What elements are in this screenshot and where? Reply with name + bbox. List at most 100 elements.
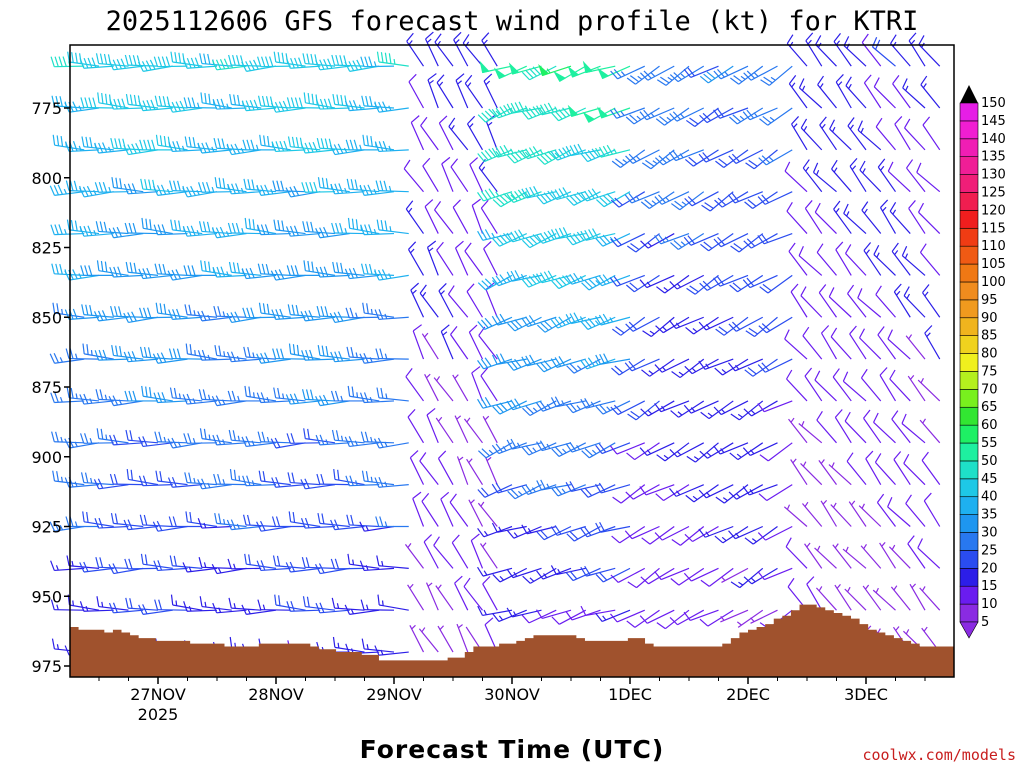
wind-barb [832, 368, 852, 402]
wind-barb [595, 353, 631, 365]
wind-barb [450, 325, 469, 360]
wind-barb [656, 274, 690, 294]
wind-barb [609, 442, 645, 455]
colorbar-label: 75 [981, 364, 998, 379]
wind-barb [94, 349, 129, 361]
wind-barb [374, 269, 409, 281]
wind-barb [138, 436, 173, 448]
wind-barb [330, 519, 365, 531]
wind-barb [828, 287, 852, 318]
wind-barb [152, 184, 188, 196]
terrain-fill [70, 604, 954, 677]
wind-barb [456, 456, 469, 485]
wind-barb [214, 345, 247, 360]
wind-barb [477, 188, 513, 202]
wind-barb [728, 358, 763, 372]
wind-barb [506, 270, 542, 282]
wind-barb [814, 202, 837, 234]
wind-barb [670, 567, 705, 586]
wind-barb [154, 431, 188, 444]
wind-barb [887, 329, 911, 360]
wind-barb [226, 519, 262, 531]
wind-barb [802, 501, 823, 527]
wind-barb [814, 545, 837, 569]
wind-barb [720, 567, 749, 583]
wind-barb [922, 284, 941, 318]
wind-barb [715, 149, 749, 168]
wind-barb [859, 160, 882, 193]
wind-barb [244, 385, 277, 402]
wind-barb [655, 107, 690, 126]
plot-background [70, 45, 954, 677]
wind-barb [241, 267, 277, 280]
wind-barb [551, 609, 587, 625]
wind-barb [287, 136, 321, 151]
wind-barb [863, 409, 882, 444]
wind-barb [521, 315, 557, 328]
wind-barb [141, 217, 173, 235]
wind-barb [303, 260, 336, 276]
wind-barb [374, 140, 409, 153]
x-tick-label: 29NOV [366, 685, 422, 704]
wind-barb [407, 583, 425, 611]
wind-barb [788, 242, 808, 276]
wind-barb [736, 609, 764, 628]
wind-barb [834, 584, 852, 611]
wind-barb [847, 284, 867, 318]
wind-barb [256, 520, 291, 532]
wind-barb [785, 537, 808, 569]
wind-barb [169, 555, 203, 569]
wind-barb [242, 307, 277, 319]
wind-barb [862, 584, 882, 611]
y-axis: 775 800 825 850 875 900 925 950 975 [31, 99, 70, 676]
wind-barb [713, 274, 749, 287]
wind-barb [426, 407, 439, 444]
wind-barb [108, 58, 144, 71]
wind-barb [904, 118, 926, 151]
wind-barb [906, 159, 926, 193]
wind-barb [405, 368, 424, 402]
wind-barb [82, 343, 114, 360]
wind-barb [699, 65, 734, 84]
wind-barb [94, 181, 129, 193]
wind-barb [170, 594, 203, 611]
wind-barb [96, 428, 129, 444]
wind-barb [96, 596, 129, 611]
wind-barb [670, 233, 705, 250]
wind-barb [597, 106, 631, 119]
wind-barb [302, 53, 336, 67]
wind-barb [182, 57, 218, 69]
wind-barb [491, 609, 527, 622]
wind-barb [152, 352, 188, 364]
wind-barb [845, 76, 867, 109]
wind-barb [849, 158, 867, 193]
wind-barb [506, 607, 542, 618]
colorbar-segment [959, 585, 979, 605]
wind-barb [626, 442, 660, 461]
wind-barb [66, 555, 100, 569]
wind-barb [95, 557, 129, 569]
wind-barb [153, 560, 188, 572]
wind-barb [376, 387, 409, 402]
wind-barb [170, 51, 203, 67]
wind-barb [80, 97, 114, 109]
wind-barb [228, 597, 262, 611]
wind-barb [744, 358, 778, 377]
wind-barb [286, 601, 321, 612]
colorbar-segment [959, 568, 979, 587]
wind-barb [816, 243, 837, 276]
wind-barb [377, 594, 409, 611]
colorbar-label: 65 [981, 400, 998, 415]
wind-barb [408, 73, 425, 109]
wind-barb [270, 269, 306, 281]
wind-barb [624, 191, 660, 204]
wind-barb [684, 358, 719, 375]
wind-barb [315, 226, 350, 239]
wind-barb [521, 106, 557, 120]
wind-barb [226, 143, 262, 156]
wind-barb [684, 191, 719, 207]
wind-barb [437, 450, 454, 485]
wind-barb [182, 225, 218, 237]
wind-barb [923, 492, 941, 527]
wind-barb [95, 221, 129, 235]
